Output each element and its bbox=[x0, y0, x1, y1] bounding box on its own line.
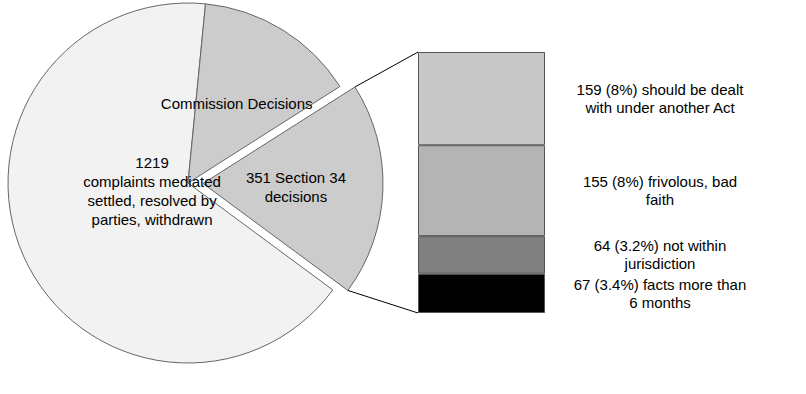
svg-text:decisions: decisions bbox=[265, 188, 328, 205]
svg-text:6 months: 6 months bbox=[629, 294, 691, 311]
svg-text:parties, withdrawn: parties, withdrawn bbox=[92, 211, 213, 228]
svg-text:settled, resolved by: settled, resolved by bbox=[87, 192, 217, 209]
svg-text:1219: 1219 bbox=[135, 154, 168, 171]
svg-text:159 (8%) should be dealt: 159 (8%) should be dealt bbox=[577, 81, 745, 98]
svg-text:jurisdiction: jurisdiction bbox=[624, 255, 696, 272]
svg-text:Commission Decisions: Commission Decisions bbox=[161, 95, 313, 112]
svg-text:67 (3.4%) facts more than: 67 (3.4%) facts more than bbox=[574, 276, 747, 293]
svg-text:with under another Act: with under another Act bbox=[584, 99, 735, 116]
svg-text:351 Section 34: 351 Section 34 bbox=[246, 169, 346, 186]
svg-text:155 (8%) frivolous, bad: 155 (8%) frivolous, bad bbox=[583, 173, 737, 190]
svg-text:64 (3.2%) not within: 64 (3.2%) not within bbox=[594, 237, 727, 254]
svg-text:complaints mediated: complaints mediated bbox=[83, 173, 221, 190]
svg-text:faith: faith bbox=[646, 191, 674, 208]
